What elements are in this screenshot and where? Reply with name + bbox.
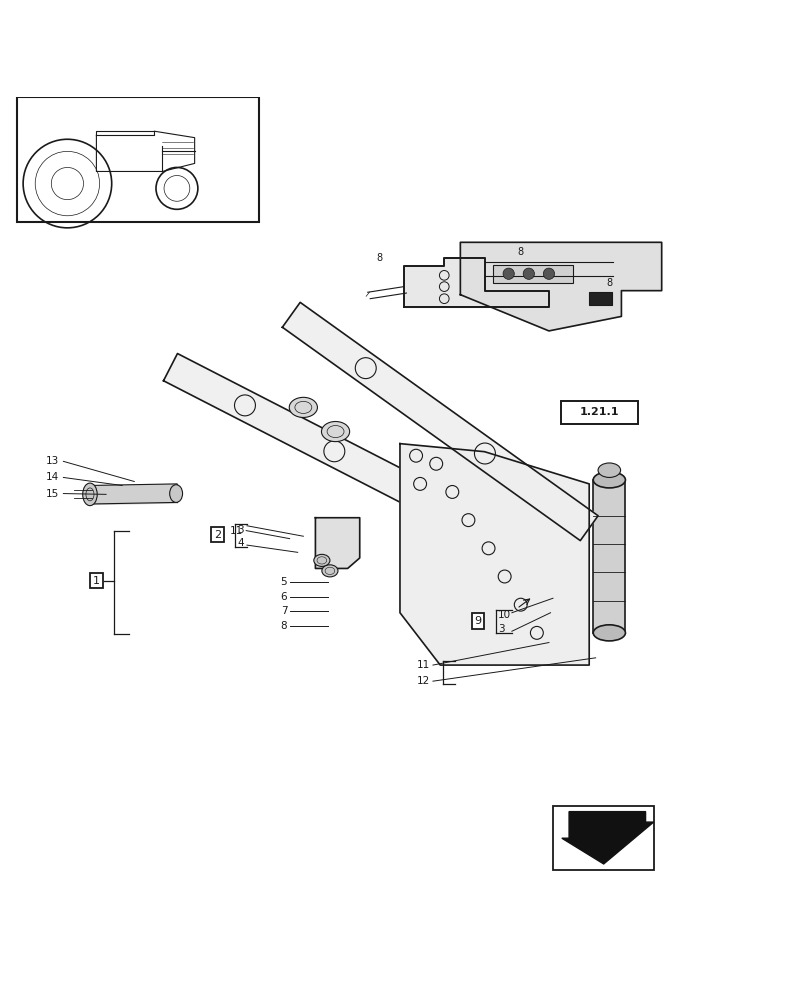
Circle shape: [543, 268, 554, 279]
Polygon shape: [315, 518, 360, 568]
Text: 14: 14: [46, 472, 59, 482]
Text: 15: 15: [46, 489, 59, 499]
Ellipse shape: [322, 565, 338, 577]
Text: 4: 4: [238, 538, 244, 548]
Ellipse shape: [322, 421, 350, 442]
Ellipse shape: [598, 463, 621, 477]
Ellipse shape: [593, 625, 625, 641]
Text: 5: 5: [280, 577, 287, 587]
Text: 9: 9: [474, 616, 482, 626]
Text: 1: 1: [93, 576, 100, 586]
Text: 7: 7: [280, 606, 287, 616]
Bar: [493, 265, 573, 283]
Text: 11: 11: [416, 660, 430, 670]
Bar: [561, 401, 638, 424]
Polygon shape: [163, 354, 475, 534]
Text: 6: 6: [280, 592, 287, 602]
Text: 8: 8: [518, 247, 524, 257]
Circle shape: [523, 268, 534, 279]
Circle shape: [503, 268, 515, 279]
Text: 3: 3: [499, 624, 505, 634]
Polygon shape: [461, 242, 662, 331]
Ellipse shape: [82, 483, 97, 506]
Text: 3: 3: [238, 525, 244, 535]
Text: 8: 8: [606, 278, 612, 288]
Bar: [553, 806, 654, 870]
Polygon shape: [404, 258, 549, 307]
Bar: [18, 97, 259, 222]
Ellipse shape: [289, 397, 318, 417]
Text: 11: 11: [229, 526, 243, 536]
Ellipse shape: [593, 472, 625, 488]
Text: 1.21.1: 1.21.1: [579, 407, 619, 417]
Bar: [589, 292, 612, 305]
Text: 8: 8: [280, 621, 287, 631]
Polygon shape: [282, 302, 598, 541]
Text: 8: 8: [377, 253, 383, 263]
Bar: [593, 480, 625, 633]
Text: 13: 13: [46, 456, 59, 466]
Text: 10: 10: [499, 610, 511, 620]
Ellipse shape: [170, 485, 183, 502]
Polygon shape: [562, 812, 654, 864]
Ellipse shape: [314, 554, 330, 566]
Text: 2: 2: [213, 530, 221, 540]
Text: 12: 12: [416, 676, 430, 686]
Polygon shape: [400, 444, 589, 665]
